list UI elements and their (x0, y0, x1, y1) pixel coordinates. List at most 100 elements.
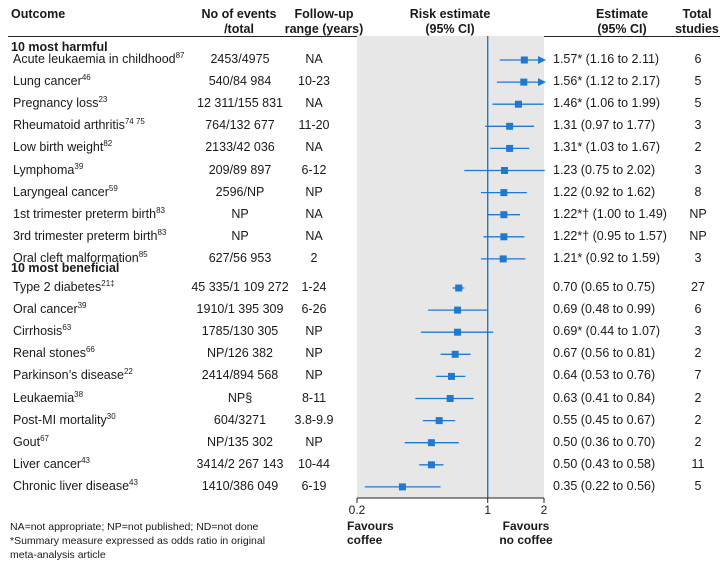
row-estimate: 0.69 (0.48 to 0.99) (553, 302, 656, 317)
row-outcome: Renal stones66 (13, 346, 95, 361)
row-events: 1410/386 049 (201, 478, 279, 493)
row-estimate: 1.31 (0.97 to 1.77) (553, 118, 656, 133)
header-events-line1: No of events (201, 7, 277, 21)
row-studies: 8 (694, 184, 702, 199)
x-tick-label: 0.2 (349, 503, 366, 517)
favours-coffee-line1: Favours (347, 519, 394, 533)
row-outcome-text: Type 2 diabetes (13, 280, 102, 294)
row-estimate: 0.63 (0.41 to 0.84) (553, 390, 656, 405)
row-followup: 8-11 (301, 390, 327, 405)
row-estimate: 0.64 (0.53 to 0.76) (553, 368, 656, 383)
row-followup: 6-12 (301, 162, 327, 177)
row-outcome-ref: 87 (175, 50, 185, 60)
row-followup: NA (305, 52, 323, 66)
row-studies: 6 (694, 302, 702, 317)
point-estimate (506, 144, 514, 152)
section-beneficial: 10 most beneficial (11, 261, 120, 275)
row-followup: 6-19 (301, 478, 327, 493)
row-outcome-text: Post-MI mortality (13, 412, 107, 427)
row-estimate: 0.50 (0.43 to 0.58) (553, 456, 656, 471)
point-estimate (500, 211, 508, 219)
point-estimate (446, 395, 454, 402)
header-total-line1: Total (682, 7, 712, 21)
point-estimate (398, 483, 406, 491)
row-followup: NP (305, 368, 323, 383)
row-outcome-ref: 43 (81, 455, 90, 465)
row-estimate: 0.67 (0.56 to 0.81) (553, 346, 656, 361)
row-outcome: Post-MI mortality30 (13, 412, 116, 428)
row-studies: 2 (694, 140, 702, 155)
footnote-odds-ratio-cont: meta-analysis article (10, 549, 106, 561)
row-outcome-text: Cirrhosis (13, 324, 63, 339)
row-studies: 3 (694, 118, 702, 133)
row-outcome-text: Laryngeal cancer (13, 184, 109, 199)
point-estimate (520, 78, 528, 86)
point-estimate (520, 56, 528, 64)
row-studies: 2 (694, 412, 702, 427)
row-estimate: 0.50 (0.36 to 0.70) (553, 434, 656, 449)
row-studies: 3 (694, 324, 702, 339)
row-followup: 10-23 (298, 74, 330, 89)
row-studies: 3 (694, 162, 702, 177)
point-estimate (451, 350, 459, 358)
row-estimate: 1.57* (1.16 to 2.11) (553, 52, 660, 66)
row-studies: 3 (694, 250, 702, 265)
row-followup: NA (305, 96, 323, 111)
row-events: 1785/130 305 (201, 324, 279, 339)
row-outcome: Lung cancer46 (13, 72, 91, 89)
row-outcome-ref: 23 (98, 95, 108, 105)
row-followup: 1-24 (301, 280, 327, 294)
row-outcome-text: Oral cancer (13, 302, 78, 317)
row-outcome-ref: 67 (40, 433, 50, 443)
row-events: 764/132 677 (205, 118, 275, 133)
row-outcome-text: Gout (13, 434, 41, 449)
row-followup: NP (305, 346, 323, 361)
footnote-odds-ratio: *Summary measure expressed as odds ratio… (10, 535, 266, 547)
row-studies: 5 (694, 74, 702, 89)
row-outcome-ref: 63 (62, 323, 72, 333)
row-outcome: Rheumatoid arthritis74 75 (13, 118, 145, 133)
row-outcome-text: Lung cancer (13, 74, 82, 89)
row-estimate: 1.21* (0.92 to 1.59) (553, 250, 661, 265)
favours-coffee-line2: coffee (347, 533, 383, 547)
row-followup: 6-26 (301, 302, 327, 317)
row-outcome-ref: 46 (81, 72, 91, 82)
row-outcome-ref: 83 (156, 205, 165, 215)
row-outcome: Oral cleft malformation85 (13, 250, 148, 266)
row-events: 3414/2 267 143 (196, 456, 284, 471)
row-outcome-text: Pregnancy loss (13, 96, 99, 111)
header-estimate-line1: Estimate (595, 7, 649, 21)
x-tick-label: 2 (541, 503, 548, 517)
row-studies: 5 (694, 96, 702, 111)
row-estimate: 0.70 (0.65 to 0.75) (553, 280, 656, 294)
row-estimate: 1.46* (1.06 to 1.99) (553, 96, 661, 111)
row-outcome-ref: 38 (74, 389, 84, 399)
row-outcome: Laryngeal cancer59 (13, 184, 118, 200)
row-events: 2596/NP (215, 184, 265, 199)
row-studies: 5 (694, 478, 702, 493)
row-followup: NP (305, 184, 323, 199)
point-estimate (500, 233, 508, 241)
header-total-line2: studies (675, 22, 719, 36)
row-outcome-ref: 74 75 (124, 117, 145, 127)
header-followup: Follow-up range (years) (282, 7, 366, 37)
row-studies: 7 (694, 368, 702, 383)
row-estimate: 1.22*† (1.00 to 1.49) (553, 206, 667, 221)
row-followup: 11-20 (298, 118, 330, 133)
row-followup: NP (305, 324, 323, 339)
point-estimate (454, 328, 462, 336)
row-events: 540/84 984 (208, 74, 272, 89)
row-events: 209/89 897 (208, 162, 272, 177)
favours-no-coffee-line1: Favours (502, 519, 550, 533)
row-followup: NA (305, 228, 323, 243)
row-outcome-ref: 22 (123, 367, 133, 377)
row-outcome: Gout67 (13, 433, 50, 450)
row-outcome-ref: 21‡ (101, 278, 115, 288)
row-studies: NP (689, 206, 707, 221)
row-estimate: 1.22 (0.92 to 1.62) (553, 184, 656, 199)
footnote-abbreviations: NA=not appropriate; NP=not published; ND… (10, 521, 259, 533)
row-outcome-text: 3rd trimester preterm birth (13, 228, 158, 243)
row-events: 12 311/155 831 (197, 96, 283, 111)
header-events-line2: /total (224, 22, 254, 36)
header-events: No of events /total (196, 7, 282, 37)
